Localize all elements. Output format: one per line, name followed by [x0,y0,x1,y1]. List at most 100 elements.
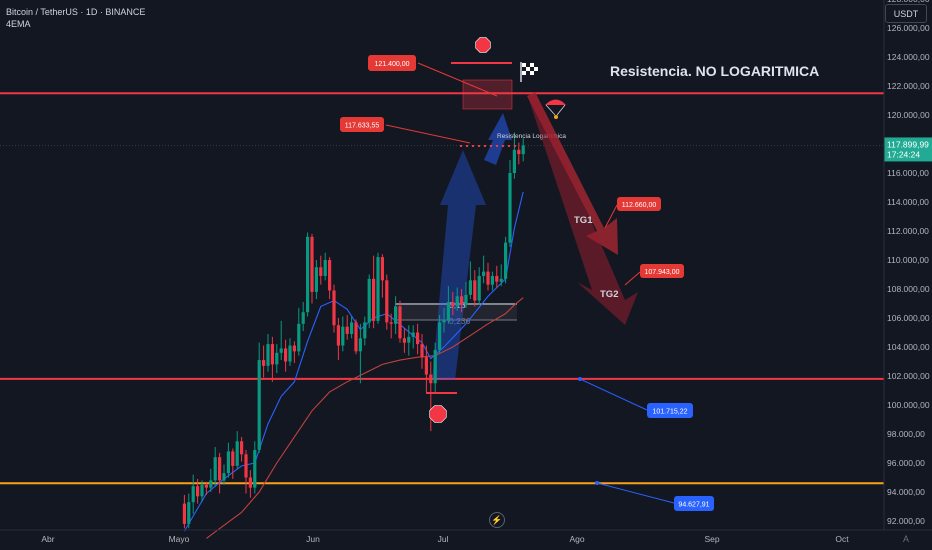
candle-body [380,257,384,281]
candle-body [521,145,525,155]
candle-body [218,457,222,481]
candle-body [438,322,442,350]
flag-square [522,67,526,71]
candle-body [394,306,398,324]
flag-square [526,67,530,71]
label-leader-line [596,482,675,504]
ema-fast-line [183,191,524,532]
price-label-box [647,403,693,418]
candle-body [240,441,244,455]
candle-body [477,275,481,301]
lightning-icon[interactable]: ⚡ [489,512,505,528]
currency-button[interactable]: USDT [885,4,927,23]
candle-body [279,348,283,353]
candle-body [482,271,486,276]
candle-body [473,280,477,301]
flag-square [530,71,534,75]
price-label-box [617,197,661,211]
ema-slow-line [206,297,524,539]
candle-body [306,236,310,313]
y-tick-label: 94.000,00 [887,487,925,497]
y-tick-label: 122.000,00 [887,81,930,91]
price-label-text: 117.633,55 [345,123,380,130]
candle-body [266,344,270,366]
y-tick-label: 110.000,00 [887,255,929,265]
candle-body [517,149,521,155]
indicator-label: 4EMA [6,19,31,29]
candle-body [222,473,226,481]
label-leader-line [417,62,498,97]
y-tick-label: 128.000,00 [887,0,930,4]
flag-square [526,71,530,75]
candle-body [182,503,186,524]
y-tick-label: 114.000,00 [887,197,929,207]
chart-annotation-title: Resistencia. NO LOGARITMICA [610,63,819,79]
parachute-body [554,115,558,119]
candle-body [468,280,472,295]
auto-scale-icon[interactable]: A [903,534,910,544]
price-label-text: 112.660,00 [622,202,657,209]
y-tick-label: 124.000,00 [887,52,930,62]
candle-body [244,454,248,478]
y-tick-label: 120.000,00 [887,110,930,120]
y-tick-label: 104.000,00 [887,342,930,352]
candle-body [332,290,336,326]
candle-body [231,451,235,466]
price-label-box [368,55,416,71]
candle-body [191,486,195,503]
y-tick-label: 126.000,00 [887,23,930,33]
candle-body [345,326,349,334]
symbol-title: Bitcoin / TetherUS · 1D · BINANCE [6,7,146,17]
flag-square [534,67,538,71]
flag-square [534,71,538,75]
up-arrow-small [484,113,512,165]
stop-sign-icon [429,405,447,423]
candle-body [248,477,252,488]
candle-body [275,352,279,365]
candle-body [446,302,450,320]
current-price-tag [884,137,932,162]
x-tick-label: Oct [835,534,849,544]
candle-body [424,357,428,375]
candles [182,132,525,529]
candle-body [257,360,261,450]
candle-body [402,338,406,343]
candle-body [455,296,459,307]
flag-square [530,67,534,71]
y-tick-label: 96.000,00 [887,458,925,468]
candle-body [372,278,376,321]
candle-body [314,267,318,292]
candle-body [270,344,274,365]
price-label-text: 101.715,22 [652,409,687,416]
tg2-label: TG2 [600,289,618,300]
candle-body [460,296,464,305]
y-tick-label: 98.000,00 [887,429,925,439]
candle-body [292,345,296,352]
candle-body [367,278,371,323]
candle-body [376,257,380,321]
y-tick-label: 116.000,00 [887,168,929,178]
candle-body [328,260,332,291]
parachute-string [545,104,556,116]
candle-body [323,260,327,276]
candle-body [226,451,230,474]
candle-body [407,336,411,343]
x-tick-label: Abr [41,534,54,544]
candle-body [209,480,213,488]
candle-body [200,484,204,497]
parachute-string [556,104,566,116]
parachute-icon [545,99,566,119]
candle-body [187,502,191,524]
y-tick-label: 106.000,00 [887,313,930,323]
candle-body [486,271,490,285]
label-leader-line [604,204,618,229]
chart-header: Bitcoin / TetherUS · 1D · BINANCE 4EMA [6,6,145,30]
parachute-canopy [545,99,566,105]
candle-body [398,306,402,339]
current-price-countdown: 17:24:24 [887,149,920,159]
y-tick-label: 100.000,00 [887,400,930,410]
log-resistance-label: Resistencia Logaritmica [497,133,566,140]
up-arrow-large [432,150,486,380]
